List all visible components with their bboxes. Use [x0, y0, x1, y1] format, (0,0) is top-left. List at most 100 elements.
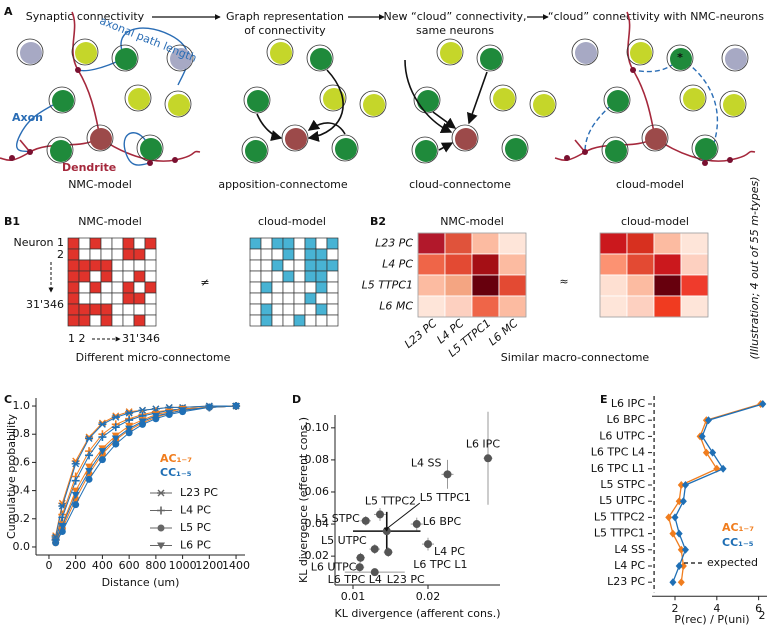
heat-cell [653, 232, 682, 255]
point [85, 475, 93, 483]
neuron-outline [679, 84, 707, 112]
point [665, 513, 673, 522]
neuron-body [493, 88, 515, 110]
heat-cell [626, 295, 655, 318]
caption: NMC-model [68, 178, 132, 191]
heat-cell [653, 253, 682, 276]
point [376, 510, 384, 519]
point [125, 429, 133, 437]
matrix-cell [67, 237, 80, 250]
synapse [9, 155, 15, 161]
point [484, 454, 492, 463]
matrix-cell [144, 248, 157, 261]
category-label: L5 TTPC1 [594, 527, 645, 540]
scene [0, 11, 201, 166]
annotation: axonal path length [98, 14, 199, 65]
matrix-cell [326, 270, 339, 283]
point [412, 520, 421, 529]
matrix-cell [122, 259, 135, 272]
matrix-cell [260, 292, 273, 305]
relation: ≈ [559, 275, 568, 288]
matrix-cell [133, 314, 146, 327]
row-label: L5 TTPC1 [362, 279, 413, 292]
matrix-cell [122, 237, 135, 250]
point [72, 501, 80, 509]
header: New “cloud” connectivity, [384, 10, 527, 23]
matrix-cell [260, 259, 273, 272]
point [205, 404, 214, 412]
neuron-body [683, 88, 705, 110]
neuron-body [323, 88, 345, 110]
y-axis-label: KL divergence (efferent cons.) [297, 417, 310, 583]
neuron-outline [571, 38, 599, 66]
matrix-cell [304, 292, 317, 305]
y-tick-label: 0.04 [305, 517, 330, 530]
matrix-cell [144, 281, 157, 294]
matrix-cell [271, 270, 284, 283]
matrix-cell [78, 259, 91, 272]
x-axis-label: Distance (um) [102, 576, 180, 589]
neuron-outline [306, 44, 334, 72]
caption: cloud-model [616, 178, 684, 191]
point [675, 497, 683, 506]
matrix-cell [315, 292, 328, 305]
matrix-frame [417, 232, 527, 318]
matrix-cell [282, 281, 295, 294]
x-tick-label: 200 [65, 559, 86, 572]
y-tick-label: 0.2 [13, 512, 31, 525]
matrix-cell [249, 281, 262, 294]
legend-group: AC₁₋₇ [160, 452, 192, 465]
neuron-outline [111, 44, 139, 72]
heat-cell [498, 253, 527, 276]
matrix-cell [271, 314, 284, 327]
heat-cell [599, 232, 628, 255]
neuron-outline [331, 134, 359, 162]
heat-cell [444, 253, 473, 276]
point-label: L4 PC [434, 545, 465, 558]
point [71, 460, 80, 468]
neuron-outline [359, 90, 387, 118]
legend-marker [157, 489, 165, 497]
category-label: L4 PC [614, 559, 645, 572]
neuron-outline [124, 84, 152, 112]
matrix-cell [122, 281, 135, 294]
matrix-cell [293, 259, 306, 272]
matrix-cell [133, 270, 146, 283]
point [165, 410, 174, 418]
neuron-body [285, 128, 307, 150]
annotation: Axon [12, 111, 43, 124]
point [85, 463, 94, 471]
point [58, 522, 67, 530]
neuron-outline [641, 124, 669, 152]
matrix-cell [144, 292, 157, 305]
matrix-cell [326, 248, 339, 261]
point [111, 423, 120, 432]
matrix-cell [122, 270, 135, 283]
matrix-cell [78, 237, 91, 250]
neuron-body [245, 140, 267, 162]
matrix-cell [304, 259, 317, 272]
neuron-body [670, 48, 692, 70]
neuron-body [607, 90, 629, 112]
neuron-outline [411, 136, 439, 164]
matrix-cell [293, 292, 306, 305]
matrix-cell [111, 281, 124, 294]
y-tick-label: 0.08 [305, 453, 330, 466]
matrix-cell [89, 259, 102, 272]
legend-label: L6 PC [180, 539, 211, 552]
axon [123, 132, 151, 166]
matrix-cell [100, 248, 113, 261]
neuron-body [723, 94, 745, 116]
matrix-cell [282, 259, 295, 272]
point [704, 416, 712, 425]
matrix-cell [304, 303, 317, 316]
matrix-cell [111, 237, 124, 250]
neuron-body [363, 94, 385, 116]
heat-cell [680, 253, 709, 276]
row-label: 2 [57, 248, 64, 261]
line [55, 405, 237, 541]
caption: Similar macro-connectome [501, 351, 650, 364]
x-tick-label: 0.01 [341, 590, 366, 603]
neuron-body [695, 138, 717, 160]
matrix-cell [326, 259, 339, 272]
